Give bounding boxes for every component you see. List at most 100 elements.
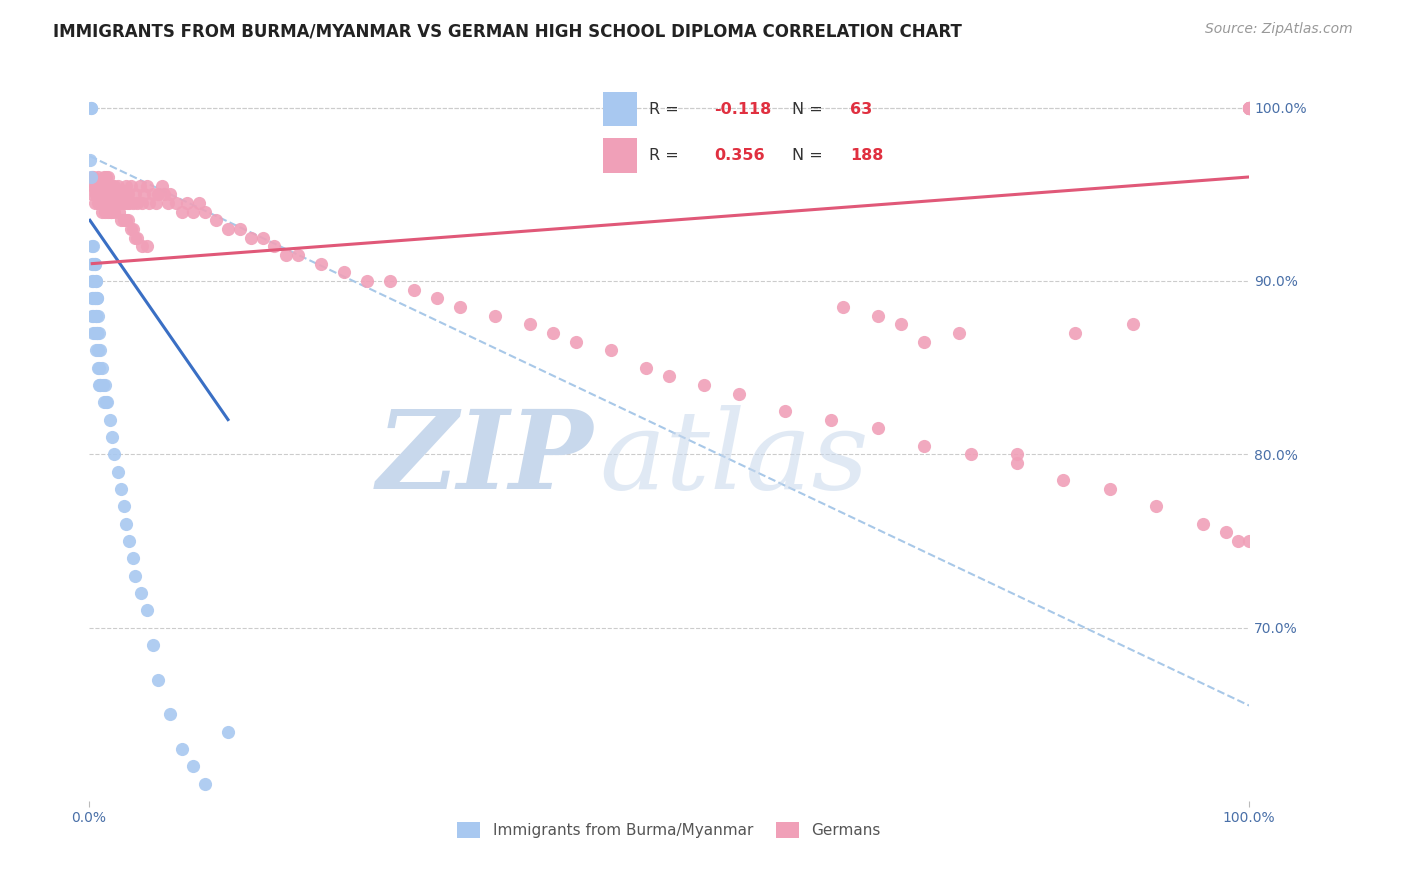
Point [115, 213, 138, 227]
Point [1122, 318, 1144, 332]
Point [356, 274, 378, 288]
Point [105, 196, 128, 211]
Point [121, 196, 143, 211]
Point [83, 257, 105, 271]
Point [87, 169, 110, 184]
Point [600, 343, 623, 358]
Point [82, 274, 104, 288]
Text: 188: 188 [851, 148, 884, 162]
Point [100, 187, 122, 202]
Point [89, 178, 111, 193]
Point [89, 326, 111, 340]
Text: -0.118: -0.118 [714, 102, 772, 117]
Point [111, 187, 134, 202]
Point [181, 759, 204, 773]
Point [124, 568, 146, 582]
Point [565, 334, 588, 349]
Point [402, 283, 425, 297]
Point [90, 196, 112, 211]
Point [205, 213, 228, 227]
Text: 0.356: 0.356 [714, 148, 765, 162]
Point [97, 187, 120, 202]
Point [82, 178, 104, 193]
Point [93, 187, 115, 202]
Point [114, 187, 136, 202]
Point [121, 551, 143, 566]
Point [118, 196, 141, 211]
Point [96, 196, 118, 211]
Point [1237, 101, 1260, 115]
FancyBboxPatch shape [603, 137, 637, 173]
Point [82, 309, 104, 323]
Point [1237, 101, 1260, 115]
Point [90, 360, 112, 375]
Point [89, 378, 111, 392]
Point [866, 421, 889, 435]
Point [263, 239, 285, 253]
Point [181, 204, 204, 219]
Point [101, 178, 124, 193]
Text: R =: R = [650, 148, 685, 162]
Point [142, 638, 165, 652]
Point [124, 187, 146, 202]
Point [124, 230, 146, 244]
Point [83, 257, 105, 271]
Point [97, 204, 120, 219]
Point [110, 196, 132, 211]
Point [87, 187, 110, 202]
Point [1215, 525, 1237, 540]
Point [101, 430, 124, 444]
Text: Source: ZipAtlas.com: Source: ZipAtlas.com [1205, 22, 1353, 37]
Point [188, 196, 211, 211]
FancyBboxPatch shape [603, 92, 637, 127]
Point [165, 196, 187, 211]
Point [86, 291, 108, 305]
Point [484, 309, 506, 323]
Point [832, 300, 855, 314]
Point [274, 248, 297, 262]
Point [96, 395, 118, 409]
Point [1237, 101, 1260, 115]
Point [94, 178, 117, 193]
Point [108, 187, 131, 202]
Point [82, 309, 104, 323]
Point [82, 169, 104, 184]
Point [91, 378, 114, 392]
Point [101, 187, 124, 202]
Point [91, 187, 114, 202]
Point [333, 265, 356, 279]
Point [170, 204, 193, 219]
Point [240, 230, 263, 244]
Point [82, 291, 104, 305]
Point [91, 178, 114, 193]
Point [108, 196, 131, 211]
Point [80, 101, 103, 115]
Point [84, 309, 107, 323]
Point [93, 395, 115, 409]
Point [112, 500, 135, 514]
Point [1052, 473, 1074, 487]
Point [83, 291, 105, 305]
Point [426, 291, 449, 305]
Point [159, 187, 181, 202]
Text: N =: N = [792, 102, 828, 117]
Point [156, 196, 179, 211]
Point [117, 187, 139, 202]
Point [541, 326, 564, 340]
Point [112, 196, 135, 211]
Point [89, 187, 111, 202]
Point [658, 369, 681, 384]
Point [108, 204, 131, 219]
Point [128, 178, 150, 193]
Point [912, 334, 935, 349]
Point [82, 257, 104, 271]
Point [94, 196, 117, 211]
Point [176, 196, 198, 211]
Point [89, 196, 111, 211]
Point [89, 196, 111, 211]
Point [96, 196, 118, 211]
Point [98, 178, 121, 193]
Point [82, 257, 104, 271]
Point [115, 196, 138, 211]
Point [1098, 482, 1121, 496]
